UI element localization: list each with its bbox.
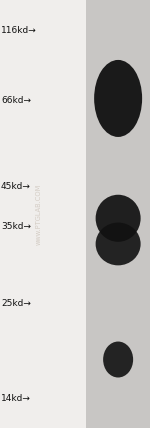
Text: 66kd→: 66kd→ [1,96,31,105]
Ellipse shape [94,60,142,137]
Text: www.PTGLAB.COM: www.PTGLAB.COM [36,183,42,245]
Bar [86,0,150,428]
Text: 35kd→: 35kd→ [1,222,31,232]
Ellipse shape [96,223,141,265]
Text: 45kd→: 45kd→ [1,181,31,191]
Text: 116kd→: 116kd→ [1,26,37,36]
Text: 25kd→: 25kd→ [1,299,31,309]
Ellipse shape [96,195,141,242]
Text: 14kd→: 14kd→ [1,393,31,403]
Ellipse shape [103,342,133,377]
